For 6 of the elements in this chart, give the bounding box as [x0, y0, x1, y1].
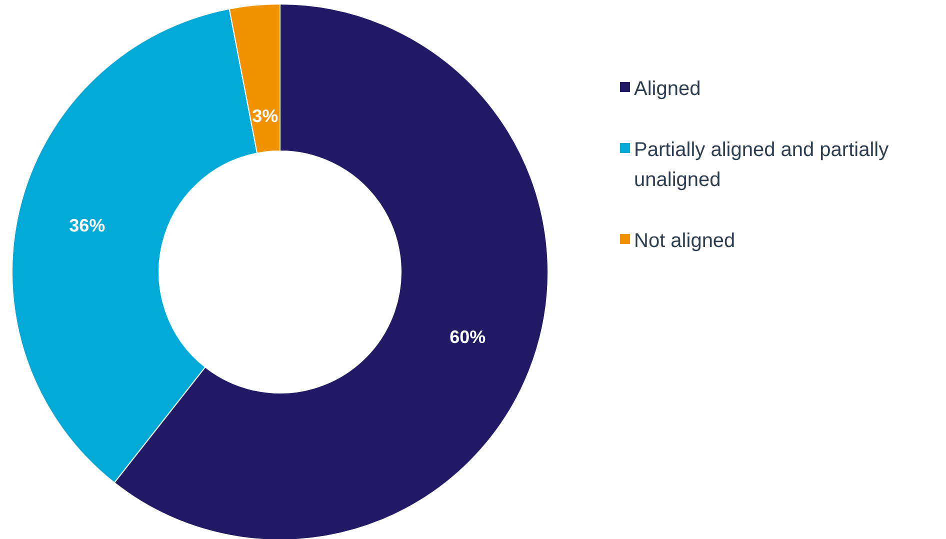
data-label: 60% [450, 327, 486, 348]
legend-label: Partially aligned and partially unaligned [634, 139, 889, 191]
legend-label: Not aligned [634, 230, 736, 252]
data-label: 3% [252, 106, 278, 126]
legend-label: Aligned [634, 78, 701, 100]
data-label: 36% [69, 216, 106, 236]
